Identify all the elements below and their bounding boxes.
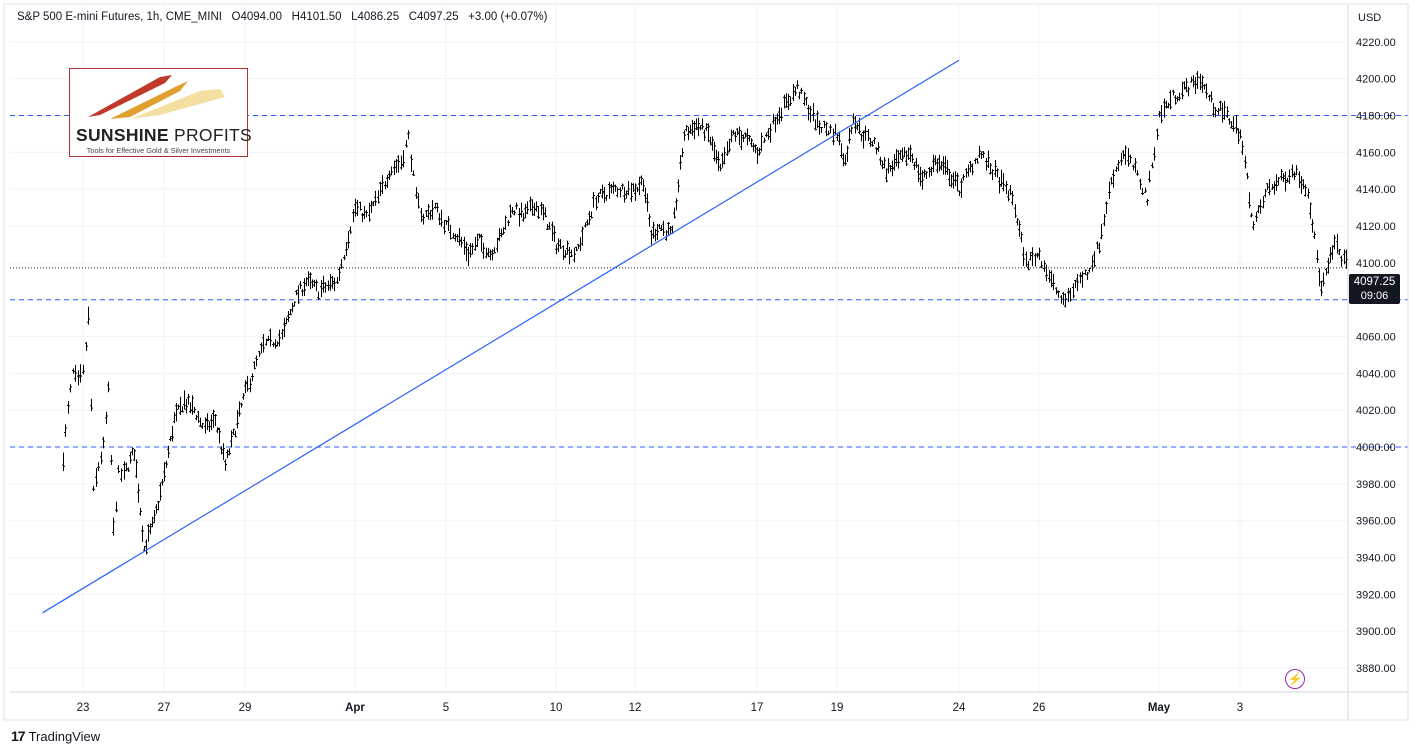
y-tick-label: 4100.00 bbox=[1356, 258, 1396, 270]
y-tick-label: 3960.00 bbox=[1356, 516, 1396, 528]
last-price: 4097.25 bbox=[1353, 276, 1396, 288]
price-change: +3.00 (+0.07%) bbox=[468, 11, 548, 23]
y-tick-label: 4140.00 bbox=[1356, 184, 1396, 196]
x-tick-label: 17 bbox=[751, 702, 764, 714]
trendline bbox=[42, 59, 960, 614]
trendline-layer bbox=[42, 59, 960, 614]
x-tick-label: Apr bbox=[345, 702, 365, 714]
x-tick-label: 12 bbox=[629, 702, 642, 714]
horizontal-levels bbox=[10, 115, 1408, 448]
y-tick-label: 4200.00 bbox=[1356, 74, 1396, 86]
x-tick-label: 26 bbox=[1033, 702, 1046, 714]
currency-label: USD bbox=[1358, 12, 1381, 24]
y-tick-label: 4040.00 bbox=[1356, 368, 1396, 380]
y-tick-label: 4000.00 bbox=[1356, 442, 1396, 454]
y-tick-label: 4060.00 bbox=[1356, 332, 1396, 344]
y-tick-label: 4180.00 bbox=[1356, 111, 1396, 123]
price-bars bbox=[62, 71, 1348, 555]
y-tick-label: 4020.00 bbox=[1356, 405, 1396, 417]
footer-brand[interactable]: 17 TradingView bbox=[11, 728, 100, 744]
ohlc-close: C4097.25 bbox=[408, 11, 459, 23]
sunshine-profits-logo: SUNSHINE PROFITS Tools for Effective Gol… bbox=[69, 68, 252, 157]
y-tick-label: 3900.00 bbox=[1356, 626, 1396, 638]
x-tick-label: 27 bbox=[158, 702, 171, 714]
last-price-badge: 4097.25 09:06 bbox=[1349, 274, 1400, 304]
x-tick-label: 3 bbox=[1237, 702, 1243, 714]
brand-name: TradingView bbox=[28, 728, 101, 744]
y-tick-label: 3920.00 bbox=[1356, 589, 1396, 601]
symbol-legend: S&P 500 E-mini Futures, 1h, CME_MINI O40… bbox=[17, 11, 547, 23]
logo-arrow-icon bbox=[88, 75, 225, 119]
y-tick-label: 3940.00 bbox=[1356, 553, 1396, 565]
y-tick-label: 4220.00 bbox=[1356, 37, 1396, 49]
x-tick-label: 19 bbox=[831, 702, 844, 714]
chart-axes: 3880.00 3900.00 3920.00 3940.00 3960.00 3980.… bbox=[3, 3, 1409, 721]
x-tick-label: 5 bbox=[443, 702, 449, 714]
y-tick-label: 4160.00 bbox=[1356, 147, 1396, 159]
y-tick-label: 3880.00 bbox=[1356, 663, 1396, 675]
logo-name: SUNSHINE PROFITS bbox=[76, 125, 252, 145]
x-tick-label: 10 bbox=[550, 702, 563, 714]
lightning-bolt-icon[interactable]: ⚡ bbox=[1285, 669, 1305, 689]
x-tick-label: 24 bbox=[953, 702, 966, 714]
tradingview-logo-icon: 17 bbox=[11, 728, 26, 744]
bar-countdown: 09:06 bbox=[1360, 290, 1389, 302]
y-tick-label: 4120.00 bbox=[1356, 221, 1396, 233]
ohlc-low: L4086.25 bbox=[351, 11, 400, 23]
x-tick-label: 29 bbox=[239, 702, 252, 714]
x-tick-label: 23 bbox=[77, 702, 90, 714]
ohlc-open: O4094.00 bbox=[231, 11, 283, 23]
ohlc-high: H4101.50 bbox=[291, 11, 342, 23]
y-tick-label: 3980.00 bbox=[1356, 479, 1396, 491]
x-tick-label: May bbox=[1148, 702, 1171, 714]
chart-frame bbox=[3, 3, 1409, 721]
symbol-name: S&P 500 E-mini Futures, 1h, CME_MINI bbox=[17, 11, 222, 23]
logo-tagline: Tools for Effective Gold & Silver Invest… bbox=[86, 146, 231, 155]
